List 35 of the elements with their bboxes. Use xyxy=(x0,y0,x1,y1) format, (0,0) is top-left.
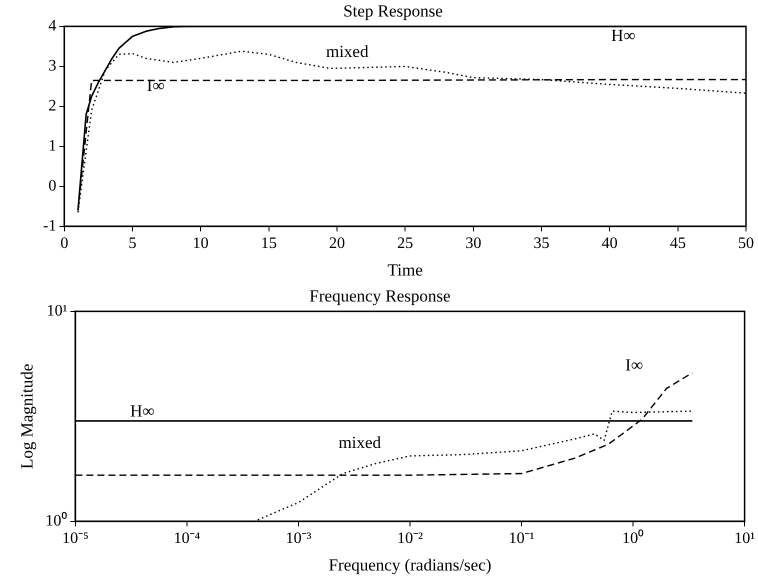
x-tick-label: 25 xyxy=(397,235,414,252)
x-tick-label: 10¹ xyxy=(734,530,756,548)
x-tick-label: 10⁻¹ xyxy=(508,530,535,548)
y-tick-label: 10¹ xyxy=(46,302,68,320)
x-tick-label: 5 xyxy=(128,235,136,252)
x-tick-label: 35 xyxy=(534,235,550,252)
x-tick-label: 10⁻³ xyxy=(286,530,312,548)
x-axis-title: Time xyxy=(388,260,423,280)
series-label: mixed xyxy=(338,433,382,452)
x-tick-label: 10⁻⁵ xyxy=(62,530,89,548)
chart-title: Step Response xyxy=(343,2,443,21)
series-label: H∞ xyxy=(130,402,155,421)
x-tick-label: 10⁻² xyxy=(397,530,424,548)
series-label: H∞ xyxy=(611,26,636,45)
y-tick-label: 0 xyxy=(48,178,56,195)
x-tick-label: 10⁻⁴ xyxy=(174,530,201,548)
y-tick-label: 3 xyxy=(48,58,56,75)
x-tick-label: 45 xyxy=(670,235,686,252)
x-tick-label: 30 xyxy=(465,235,482,252)
series-label: mixed xyxy=(326,42,369,61)
chart-title: Frequency Response xyxy=(309,286,451,306)
x-tick-label: 15 xyxy=(260,235,277,252)
x-tick-label: 50 xyxy=(738,235,754,252)
x-tick-label: 40 xyxy=(602,235,618,252)
y-tick-label: 10⁰ xyxy=(45,512,68,530)
x-tick-label: 20 xyxy=(328,235,345,252)
y-axis-title: Log Magnitude xyxy=(18,364,37,470)
y-tick-label: 1 xyxy=(48,138,56,155)
x-tick-label: 10⁰ xyxy=(622,529,644,548)
y-tick-label: 2 xyxy=(48,98,56,115)
y-tick-label: -1 xyxy=(43,218,56,235)
series-label: I∞ xyxy=(625,355,644,374)
x-axis-title: Frequency (radians/sec) xyxy=(328,555,492,574)
x-tick-label: 10 xyxy=(192,235,209,252)
y-tick-label: 4 xyxy=(48,18,56,35)
